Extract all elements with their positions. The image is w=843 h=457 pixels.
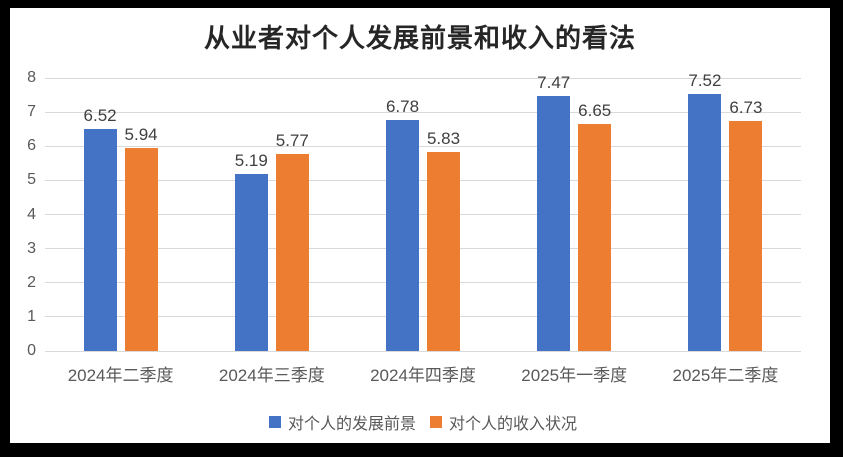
- bar-group-2: 5.19 5.77: [196, 78, 347, 351]
- bar-group-1: 6.52 5.94: [45, 78, 196, 351]
- y-tick-label-0: 0: [27, 342, 36, 359]
- bar-series2-group4: 6.65: [578, 101, 611, 351]
- bar-series2-group2: 5.77: [276, 131, 309, 351]
- legend-label-2: 对个人的收入状况: [449, 416, 578, 433]
- bar-groups: 6.52 5.94 5.19 5.77 6.78 5.83 7.47 6.65 7.52 6.73: [45, 71, 801, 351]
- gridline-y-7: [45, 111, 801, 113]
- gridline-y-6: [45, 145, 801, 147]
- bar-series2-group5: 6.73: [729, 98, 762, 351]
- chart-title: 从业者对个人发展前景和收入的看法: [203, 24, 636, 53]
- legend-label-1: 对个人的发展前景: [287, 416, 416, 433]
- gridline-y-3: [45, 248, 801, 250]
- bar-series1-group3: 6.78: [386, 97, 419, 351]
- bar-group-4: 7.47 6.65: [499, 73, 650, 351]
- gridline-y-1: [45, 316, 801, 318]
- data-label-series1-group4: 7.47: [537, 73, 571, 93]
- gridline-y-2: [45, 282, 801, 284]
- x-axis-label-2: 2024年三季度: [218, 366, 325, 385]
- x-axis-label-4: 2025年一季度: [521, 366, 628, 385]
- x-axis-label-5: 2025年二季度: [672, 366, 779, 385]
- y-tick-label-8: 8: [27, 69, 36, 86]
- bar-series2-group3: 5.83: [427, 129, 460, 351]
- x-axis-label-3: 2024年四季度: [370, 366, 476, 385]
- y-tick-label-6: 6: [27, 137, 36, 155]
- gridline-y-5: [45, 179, 801, 181]
- bar-group-5: 7.52 6.73: [650, 71, 801, 351]
- data-label-series1-group5: 7.52: [688, 71, 722, 91]
- legend-item-1: 对个人的发展前景: [268, 410, 416, 434]
- y-tick-label-4: 4: [27, 205, 36, 223]
- y-tick-label-5: 5: [27, 171, 36, 189]
- legend-swatch-icon-1: [268, 416, 281, 428]
- y-tick-label-7: 7: [27, 103, 36, 121]
- bar-series1-group2: 5.19: [235, 151, 268, 351]
- data-label-series1-group3: 6.78: [385, 96, 420, 116]
- legend-item-2: 对个人的收入状况: [430, 410, 577, 434]
- bar-group-3: 6.78 5.83: [347, 78, 498, 351]
- data-label-series2-group3: 5.83: [426, 129, 461, 149]
- gridline-y-8: [45, 77, 801, 79]
- legend-swatch-icon-2: [430, 416, 442, 428]
- x-axis-label-1: 2024年二季度: [67, 366, 174, 385]
- gridline-y-0: [45, 350, 801, 352]
- bar-series1-group1: 6.52: [84, 106, 117, 351]
- bar-series1-group5: 7.52: [688, 71, 721, 351]
- data-label-series2-group4: 6.65: [578, 101, 612, 121]
- data-label-series1-group2: 5.19: [234, 150, 268, 170]
- bar-series2-group1: 5.94: [125, 125, 158, 351]
- plot-area: 6.52 5.94 5.19 5.77 6.78 5.83 7.47 6.65 7.52 6.73: [45, 71, 801, 352]
- data-label-series2-group1: 5.94: [124, 125, 158, 145]
- data-label-series1-group1: 6.52: [83, 105, 117, 125]
- y-tick-label-3: 3: [27, 239, 36, 257]
- y-tick-label-1: 1: [27, 307, 36, 325]
- y-tick-label-2: 2: [27, 273, 36, 291]
- gridline-y-4: [45, 214, 801, 215]
- x-axis-labels: 2024年二季度 2024年三季度 2024年四季度 2025年一季度 2025年二季度: [45, 361, 801, 386]
- bar-series1-group4: 7.47: [537, 73, 570, 351]
- legend: 对个人的发展前景 对个人的收入状况: [45, 410, 801, 434]
- data-label-series2-group5: 6.73: [729, 98, 763, 118]
- data-label-series2-group2: 5.77: [275, 131, 309, 151]
